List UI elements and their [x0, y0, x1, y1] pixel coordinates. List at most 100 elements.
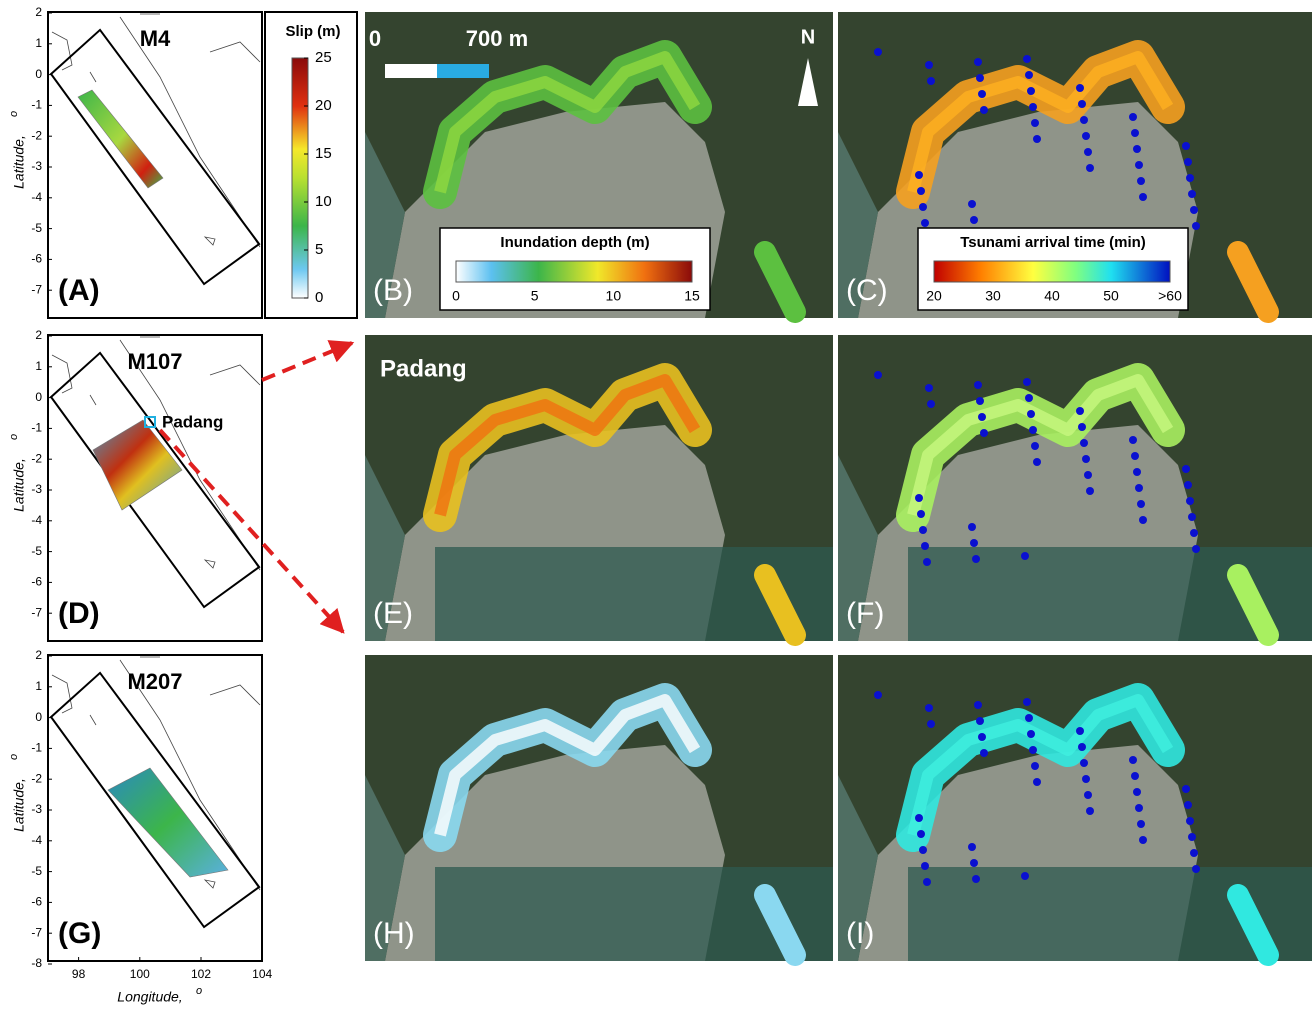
building-point: [921, 219, 929, 227]
building-point: [972, 555, 980, 563]
map-panel: 210-1-2-3-4-5-6-7-8Latitude,oM207(G)9810…: [8, 648, 273, 1005]
y-tick-label: 0: [35, 710, 42, 724]
y-tick-label: -6: [31, 252, 42, 266]
colorbar-gradient: [456, 261, 692, 282]
building-point: [1080, 759, 1088, 767]
building-point: [1135, 804, 1143, 812]
building-point: [1186, 497, 1194, 505]
building-point: [1186, 174, 1194, 182]
building-point: [1076, 84, 1084, 92]
y-tick-label: -4: [31, 190, 42, 204]
building-point: [874, 691, 882, 699]
panel-label: (G): [58, 917, 101, 950]
y-tick-label: -6: [31, 575, 42, 589]
building-point: [1182, 785, 1190, 793]
building-point: [1192, 545, 1200, 553]
scale-start: 0: [369, 26, 381, 51]
colorbar-tick-label: 0: [452, 288, 460, 304]
building-point: [1084, 148, 1092, 156]
x-axis-label: Longitude,: [117, 989, 182, 1005]
y-axis-label: Latitude,: [11, 458, 27, 512]
colorbar-tick-label: 15: [684, 288, 700, 304]
panel-label: (E): [373, 597, 413, 630]
y-tick-label: -1: [31, 741, 42, 755]
building-point: [1131, 452, 1139, 460]
building-point: [1025, 714, 1033, 722]
colorbar-title: Inundation depth (m): [500, 234, 649, 251]
y-tick-label: -2: [31, 128, 42, 142]
building-point: [1033, 135, 1041, 143]
building-point: [1129, 113, 1137, 121]
model-label: M4: [140, 26, 171, 51]
building-point: [968, 523, 976, 531]
building-point: [919, 846, 927, 854]
building-point: [917, 830, 925, 838]
model-label: M207: [127, 669, 182, 694]
building-point: [874, 371, 882, 379]
building-point: [1031, 762, 1039, 770]
building-point: [1188, 833, 1196, 841]
building-point: [1025, 394, 1033, 402]
building-point: [976, 74, 984, 82]
colorbar-tick-label: 15: [315, 145, 332, 162]
building-point: [1131, 129, 1139, 137]
y-tick-label: 1: [35, 36, 42, 50]
building-point: [1082, 775, 1090, 783]
figure: 210-1-2-3-4-5-6-7Latitude,oM4(A)210-1-2-…: [0, 0, 1314, 1013]
building-point: [1192, 222, 1200, 230]
building-point: [1076, 407, 1084, 415]
scale-bar-white: [385, 64, 437, 78]
building-point: [1023, 378, 1031, 386]
colorbar-tick-label: 10: [315, 193, 332, 210]
y-tick-label: 2: [35, 5, 42, 19]
building-point: [978, 90, 986, 98]
building-point: [976, 397, 984, 405]
colorbar-tick-label: 20: [926, 288, 942, 304]
building-point: [1029, 426, 1037, 434]
building-point: [925, 61, 933, 69]
building-point: [974, 701, 982, 709]
building-point: [1031, 442, 1039, 450]
map-panel: 210-1-2-3-4-5-6-7Latitude,oM107(D)Padang: [8, 328, 262, 641]
zoom-arrow: [262, 343, 352, 380]
building-point: [1086, 807, 1094, 815]
building-point: [1025, 71, 1033, 79]
building-point: [970, 859, 978, 867]
y-tick-label: -1: [31, 98, 42, 112]
building-point: [1188, 513, 1196, 521]
colorbar-gradient: [934, 261, 1170, 282]
photo-panel: (H): [365, 655, 833, 961]
colorbar-tick-label: 20: [315, 97, 332, 114]
building-point: [1027, 730, 1035, 738]
y-tick-label: -2: [31, 451, 42, 465]
building-point: [1082, 132, 1090, 140]
building-point: [968, 200, 976, 208]
building-point: [1031, 119, 1039, 127]
map-column: 210-1-2-3-4-5-6-7Latitude,oM4(A)210-1-2-…: [8, 5, 357, 1005]
building-point: [1190, 206, 1198, 214]
building-point: [1027, 87, 1035, 95]
building-point: [974, 381, 982, 389]
y-tick-label: -7: [31, 605, 42, 619]
colorbar-tick-label: 5: [531, 288, 539, 304]
building-point: [1135, 484, 1143, 492]
building-point: [1182, 142, 1190, 150]
building-point: [1137, 500, 1145, 508]
building-point: [874, 48, 882, 56]
y-tick-label: 1: [35, 679, 42, 693]
north-label: N: [801, 26, 815, 48]
colorbar-tick-label: 50: [1103, 288, 1119, 304]
building-point: [1023, 55, 1031, 63]
building-point: [1139, 193, 1147, 201]
scale-end: 700 m: [466, 26, 528, 51]
building-point: [1184, 158, 1192, 166]
panel-label: (F): [846, 597, 884, 630]
building-point: [1182, 465, 1190, 473]
x-tick-label: 104: [252, 967, 272, 981]
building-point: [1086, 487, 1094, 495]
panel-label: (H): [373, 917, 415, 950]
building-point: [980, 749, 988, 757]
